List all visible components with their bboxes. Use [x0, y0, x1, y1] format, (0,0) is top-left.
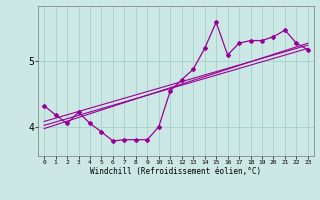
X-axis label: Windchill (Refroidissement éolien,°C): Windchill (Refroidissement éolien,°C) [91, 167, 261, 176]
